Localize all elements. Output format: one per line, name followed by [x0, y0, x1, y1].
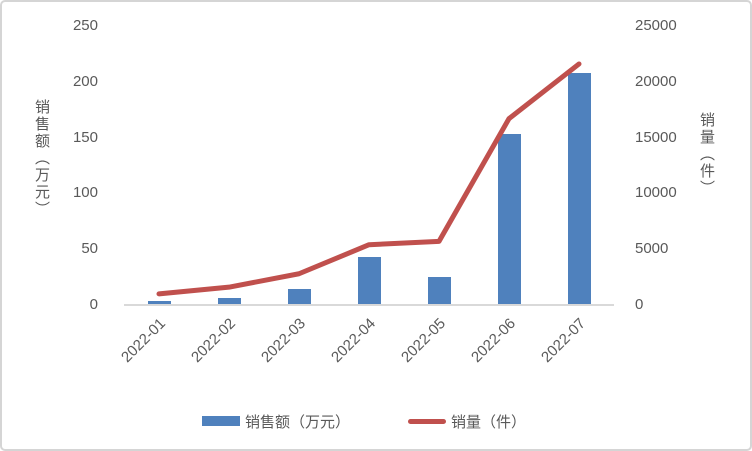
- legend: 销售额（万元） 销量（件）: [2, 405, 740, 437]
- bar-2022-04[interactable]: [357, 257, 381, 305]
- x-axis-label-2022-03: 2022-03: [258, 315, 310, 366]
- left-axis-tick-label: 50: [81, 240, 98, 258]
- right-axis-tick-label: 20000: [635, 72, 677, 90]
- bar-2022-05[interactable]: [427, 277, 451, 305]
- right-axis-tick-label: 10000: [635, 184, 677, 202]
- legend-item-sales-amount[interactable]: 销售额（万元）: [201, 411, 350, 432]
- right-axis-tick-label: 15000: [635, 128, 677, 146]
- right-axis-tick-label: 5000: [635, 240, 669, 258]
- x-axis-label-2022-07: 2022-07: [538, 315, 590, 366]
- left-axis-tick-label: 250: [72, 17, 98, 34]
- x-axis-label-2022-06: 2022-06: [468, 315, 520, 366]
- bar-2022-01[interactable]: [147, 300, 171, 305]
- x-axis-label-2022-02: 2022-02: [188, 315, 240, 366]
- left-axis-tick-label: 100: [72, 184, 98, 202]
- left-axis-title: 销售额（万元）: [33, 99, 50, 218]
- right-axis-title: 销量（件）: [698, 112, 715, 197]
- x-axis-label-2022-04: 2022-04: [328, 315, 380, 366]
- legend-item-sales-volume[interactable]: 销量（件）: [408, 411, 526, 432]
- line-series-swatch: [408, 418, 446, 424]
- bar-2022-03[interactable]: [287, 289, 311, 305]
- x-axis-line: [124, 304, 614, 306]
- right-axis-tick-label: 25000: [635, 17, 677, 34]
- bar-2022-02[interactable]: [217, 298, 241, 305]
- legend-label-sales-volume: 销量（件）: [451, 413, 527, 431]
- legend-label-sales-amount: 销售额（万元）: [244, 413, 350, 431]
- left-axis-tick-label: 150: [72, 128, 98, 146]
- right-axis-tick-label: 0: [635, 296, 644, 313]
- bar-series-swatch: [201, 416, 240, 426]
- x-axis-label-2022-01: 2022-01: [118, 315, 170, 366]
- left-axis-tick-label: 200: [72, 72, 98, 90]
- left-axis-tick-label: 0: [89, 296, 98, 313]
- bar-2022-07[interactable]: [567, 72, 591, 305]
- bar-2022-06[interactable]: [497, 134, 521, 305]
- x-axis-label-2022-05: 2022-05: [398, 315, 450, 366]
